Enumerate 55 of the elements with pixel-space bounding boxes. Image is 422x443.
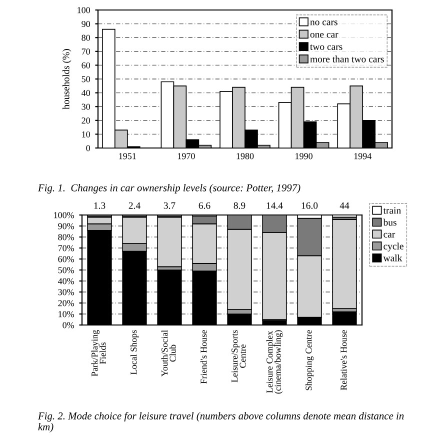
legend-label: two cars [310, 44, 342, 50]
x-tick-label: Leisure/Sports Centre [232, 330, 246, 382]
y-tick-label: 20 [82, 118, 90, 124]
x-tick-label: 1951 [119, 153, 136, 160]
x-tick-label: Local Shops [130, 330, 139, 374]
y-tick-label: 40 [82, 90, 90, 96]
x-tick-label: 1970 [178, 153, 195, 160]
y-tick-label: 50% [58, 267, 74, 274]
x-tick-label: Shopping Centre [305, 330, 314, 390]
legend-label: cycle [384, 242, 404, 252]
text: Fig. 1. Changes in car ownership levels (source: Potter, 1997) [38, 184, 300, 194]
legend-label: more than two cars [310, 56, 384, 62]
y-tick-label: 70 [82, 48, 90, 55]
text: Fig. 2. Mode choice for leisure travel (numbers above columns denote mean distance in km) [38, 412, 404, 432]
legend-label: no cars [310, 20, 338, 26]
annotation: 8.9 [234, 202, 246, 209]
annotation: 3.7 [164, 202, 176, 209]
y-tick-label: 90% [58, 223, 74, 230]
y-tick-label: 90 [82, 20, 90, 28]
legend-label: train [383, 207, 401, 214]
y-tick-label: 40% [58, 278, 74, 284]
y-tick-label: 70% [58, 245, 74, 252]
y-tick-label: 0% [62, 322, 74, 328]
annotation: 14.4 [266, 202, 283, 209]
y-tick-label: 10% [58, 311, 74, 318]
y-tick-label: 60 [82, 62, 90, 68]
y-tick-label: 20% [58, 300, 74, 306]
annotation: 16.0 [302, 202, 318, 209]
y-tick-label: 30 [82, 104, 90, 110]
y-tick-label: 30% [58, 289, 74, 296]
y-tick-label: 50 [82, 76, 90, 82]
x-tick-label: Youth/Social Club [161, 330, 176, 376]
y-tick-label: 10 [82, 131, 90, 138]
x-tick-label: 1990 [296, 153, 312, 160]
x-tick-label: Relative's House [340, 330, 347, 390]
y-tick-label: 100% [54, 212, 74, 218]
legend-label: walk [383, 254, 402, 262]
annotation: 1.3 [94, 202, 106, 209]
y-tick-label: 0 [86, 145, 90, 152]
y-tick-label: 80% [58, 234, 74, 240]
legend-label: one car [310, 32, 338, 38]
y-tick-label: 60% [58, 256, 74, 262]
annotation: 6.6 [198, 202, 210, 209]
y-tick-label: 100 [78, 7, 90, 14]
annotation: 44 [340, 202, 350, 209]
y-tick-label: 80 [82, 34, 90, 41]
x-tick-label: 1980 [236, 153, 254, 160]
legend-label: bus [383, 218, 396, 226]
x-tick-label: Friend's House [200, 330, 207, 384]
x-tick-label: Park/Playing Fields [91, 330, 106, 376]
x-tick-label: 1994 [354, 153, 372, 160]
x-tick-label: Leisure Complex (cinema/bowling) [266, 330, 283, 394]
y-axis-title: households (%) [62, 49, 72, 110]
legend-label: car [384, 232, 396, 238]
annotation: 2.4 [128, 202, 140, 209]
